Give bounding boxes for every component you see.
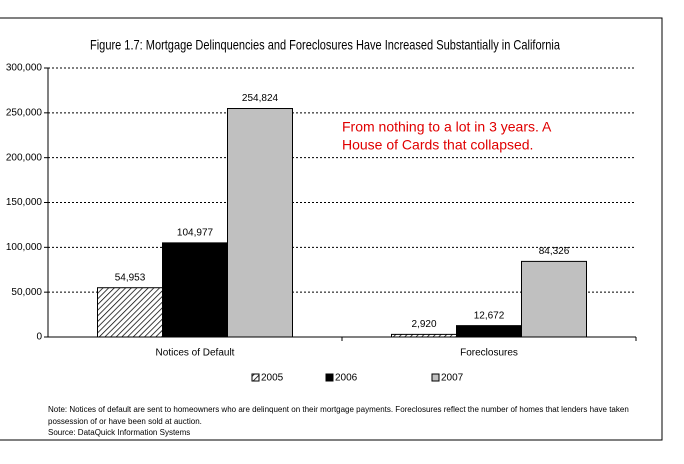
bar: [521, 260, 587, 338]
legend-label: 2005: [261, 373, 284, 384]
y-tick-label: 0: [36, 332, 42, 343]
data-label: 254,824: [242, 93, 279, 104]
data-label: 12,672: [474, 310, 505, 321]
bar: [391, 333, 457, 338]
y-tick-label: 50,000: [11, 287, 42, 298]
data-label: 104,977: [177, 228, 214, 239]
annotation: From nothing to a lot in 3 years. A: [342, 119, 552, 135]
legend-swatch: [251, 373, 260, 382]
bar: [97, 287, 163, 338]
data-label: 2,920: [411, 319, 436, 330]
legend-swatch: [325, 373, 334, 382]
data-label: 54,953: [115, 272, 146, 283]
source: Source: DataQuick Information Systems: [48, 428, 190, 437]
x-tick-label: Foreclosures: [460, 348, 518, 359]
chart-title: Figure 1.7: Mortgage Delinquencies and F…: [90, 37, 560, 53]
note: possession of or have been sold at aucti…: [48, 417, 202, 426]
bar: [227, 108, 293, 338]
data-label: 84,326: [539, 246, 570, 257]
y-tick-label: 100,000: [6, 242, 43, 253]
bar: [456, 325, 522, 338]
legend-swatch: [431, 373, 440, 382]
annotation: House of Cards that collapsed.: [342, 137, 533, 153]
y-tick-label: 200,000: [6, 152, 43, 163]
note: Note: Notices of default are sent to hom…: [48, 405, 629, 414]
y-tick-label: 300,000: [6, 63, 43, 74]
legend-label: 2007: [441, 373, 464, 384]
frame: [0, 17, 663, 441]
legend-label: 2006: [335, 373, 358, 384]
bar: [162, 242, 228, 338]
y-tick-label: 250,000: [6, 107, 43, 118]
x-tick-label: Notices of Default: [156, 348, 235, 359]
y-tick-label: 150,000: [6, 197, 43, 208]
